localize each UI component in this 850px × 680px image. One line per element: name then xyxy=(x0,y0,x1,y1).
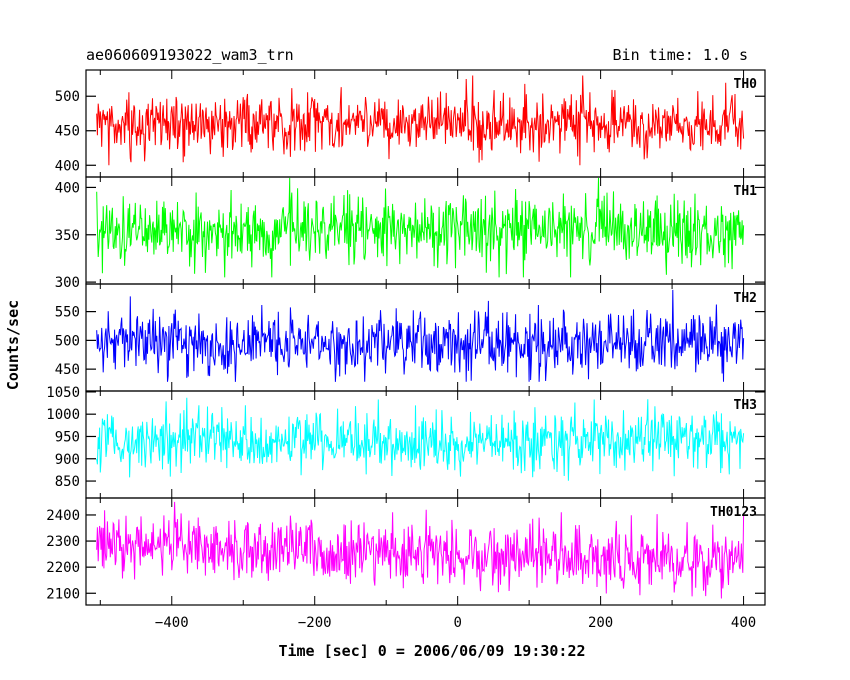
panels-group: 400 450 500 TH0 300 350 400 TH1 450 500 550 TH2 850 9… xyxy=(46,69,766,606)
y-tick-label: 850 xyxy=(55,474,80,490)
panel-label: TH0 xyxy=(734,77,758,92)
panel-label: TH0123 xyxy=(710,505,757,520)
panel-label: TH2 xyxy=(734,291,757,306)
y-tick-label: 2300 xyxy=(46,534,80,550)
panel-th3: 850 900 950 1000 1050 TH3 xyxy=(46,385,766,499)
x-tick-label: 400 xyxy=(731,615,756,631)
y-tick-label: 350 xyxy=(55,228,80,244)
panel-th0: 400 450 500 TH0 xyxy=(55,69,766,178)
y-tick-label: 1050 xyxy=(46,385,80,401)
panel-th2: 450 500 550 TH2 xyxy=(55,283,766,392)
y-tick-label: 300 xyxy=(55,275,80,291)
x-tick-label: 0 xyxy=(453,615,461,631)
panel-label: TH1 xyxy=(734,184,758,199)
x-axis-label: Time [sec] 0 = 2006/06/09 19:30:22 xyxy=(278,642,585,660)
y-tick-label: 400 xyxy=(55,158,80,174)
panel-th0123: 2100 2200 2300 2400 TH0123 xyxy=(46,497,766,606)
y-tick-label: 500 xyxy=(55,333,80,349)
x-tick-label: 200 xyxy=(588,615,613,631)
bin-time-label: Bin time: 1.0 s xyxy=(613,46,748,64)
panel-th1: 300 350 400 TH1 xyxy=(55,176,766,291)
panel-label: TH3 xyxy=(734,398,757,413)
series-th1-line xyxy=(96,177,745,278)
y-tick-label: 900 xyxy=(55,452,80,468)
y-tick-label: 550 xyxy=(55,305,80,321)
series-th3-line xyxy=(96,397,745,481)
y-tick-label: 2400 xyxy=(46,508,80,524)
series-th0123-line xyxy=(96,501,745,599)
y-tick-label: 450 xyxy=(55,124,80,140)
y-tick-label: 1000 xyxy=(46,407,80,423)
x-tick-label: −400 xyxy=(155,615,189,631)
y-tick-label: 2200 xyxy=(46,560,80,576)
x-axis-group: −400 −200 0 200 400 xyxy=(155,615,756,631)
panel-frame xyxy=(85,497,766,606)
series-th0-line xyxy=(96,75,745,166)
y-axis-label: Counts/sec xyxy=(4,300,22,390)
y-tick-label: 2100 xyxy=(46,586,80,602)
y-tick-label: 950 xyxy=(55,429,80,445)
y-tick-label: 450 xyxy=(55,362,80,378)
x-tick-label: −200 xyxy=(298,615,332,631)
panel-frame xyxy=(85,176,766,285)
y-tick-label: 500 xyxy=(55,89,80,105)
y-tick-label: 400 xyxy=(55,180,80,196)
observation-title: ae060609193022_wam3_trn xyxy=(86,46,294,64)
series-th2-line xyxy=(96,289,745,382)
